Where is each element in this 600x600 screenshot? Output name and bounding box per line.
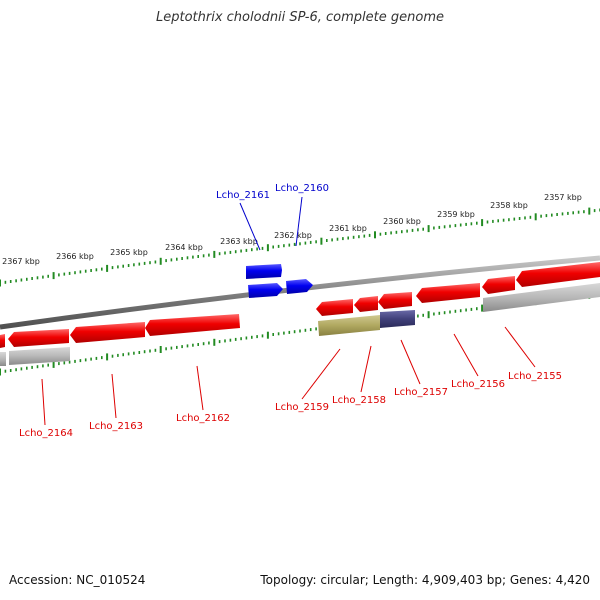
gene-arrow-lcho-2160[interactable]	[286, 279, 313, 294]
callout-line-lcho-2157	[400, 339, 421, 385]
gene-arrow-lcho-2161b[interactable]	[248, 283, 283, 298]
gene-label-lcho-2160[interactable]: Lcho_2160	[275, 183, 329, 194]
accession-label: Accession: NC_010524	[9, 573, 146, 587]
scale-label-2358: 2358 kbp	[490, 201, 528, 210]
gene-arrow-lcho-2156b[interactable]	[416, 283, 480, 303]
gene-label-lcho-2163[interactable]: Lcho_2163	[89, 421, 143, 432]
feature-bar-grey-edge	[0, 352, 6, 366]
gene-arrow-lcho-2156a[interactable]	[482, 276, 515, 294]
callout-line-lcho-2162	[196, 365, 204, 411]
scale-label-2367: 2367 kbp	[2, 257, 40, 266]
callout-line-lcho-2163	[111, 373, 117, 419]
gene-arrow-lcho-2158[interactable]	[354, 296, 378, 312]
gene-arrow-lcho-2155[interactable]	[516, 262, 600, 287]
scale-label-2362: 2362 kbp	[274, 231, 312, 240]
gene-arrow-lcho-2159[interactable]	[316, 299, 353, 316]
gene-label-lcho-2155[interactable]: Lcho_2155	[508, 371, 562, 382]
scale-labels: 2357 kbp 2358 kbp 2359 kbp 2360 kbp 2361…	[2, 193, 582, 266]
callout-line-lcho-2160	[295, 196, 303, 247]
gene-label-lcho-2159[interactable]: Lcho_2159	[275, 402, 329, 413]
gene-label-lcho-2157[interactable]: Lcho_2157	[394, 387, 448, 398]
scale-label-2359: 2359 kbp	[437, 210, 475, 219]
genome-summary: Topology: circular; Length: 4,909,403 bp…	[260, 573, 590, 587]
gene-label-lcho-2158[interactable]: Lcho_2158	[332, 395, 386, 406]
scale-label-2364: 2364 kbp	[165, 243, 203, 252]
callout-line-lcho-2158	[360, 345, 372, 393]
feature-bar-olive	[318, 315, 380, 336]
map-title: Leptothrix cholodnii SP-6, complete geno…	[156, 10, 444, 25]
callout-line-lcho-2156	[453, 333, 479, 377]
gene-label-lcho-2162[interactable]: Lcho_2162	[176, 413, 230, 424]
gene-arrow-lcho-2163[interactable]	[70, 322, 145, 343]
feature-bar-navy	[380, 310, 415, 328]
gene-arrow-lcho-2162[interactable]	[145, 314, 240, 336]
gene-arrow-lcho-2164[interactable]	[8, 329, 69, 347]
callout-line-lcho-2161	[239, 202, 261, 251]
gene-arrow-lcho-2165[interactable]	[0, 334, 5, 348]
callout-line-lcho-2155	[504, 326, 536, 368]
scale-label-2357: 2357 kbp	[544, 193, 582, 202]
gene-label-lcho-2161[interactable]: Lcho_2161	[216, 190, 270, 201]
scale-label-2363: 2363 kbp	[220, 237, 258, 246]
callout-line-lcho-2164	[41, 378, 46, 426]
feature-bar-grey-left	[9, 347, 70, 365]
callout-line-lcho-2159	[301, 348, 341, 400]
gene-label-lcho-2164[interactable]: Lcho_2164	[19, 428, 73, 439]
scale-label-2361: 2361 kbp	[329, 224, 367, 233]
scale-label-2365: 2365 kbp	[110, 248, 148, 257]
feature-bar-grey-right	[483, 283, 600, 312]
gene-arrow-lcho-2161a[interactable]	[246, 264, 282, 279]
scale-ticks-top	[0, 207, 600, 287]
gene-labels: Lcho_2155 Lcho_2156 Lcho_2157 Lcho_2158 …	[19, 183, 562, 439]
scale-label-2360: 2360 kbp	[383, 217, 421, 226]
callout-lines	[41, 196, 536, 426]
gene-label-lcho-2156[interactable]: Lcho_2156	[451, 379, 505, 390]
gene-arrow-lcho-2157[interactable]	[378, 292, 412, 309]
scale-label-2366: 2366 kbp	[56, 252, 94, 261]
